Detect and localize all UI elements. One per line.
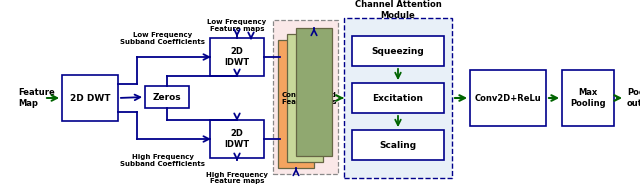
- Bar: [562, 70, 614, 126]
- Text: 2D
IDWT: 2D IDWT: [225, 47, 250, 67]
- Text: Feature
Map: Feature Map: [18, 88, 55, 108]
- Bar: [470, 70, 546, 126]
- Text: Excitation: Excitation: [372, 93, 424, 103]
- Bar: [344, 18, 452, 178]
- Text: Low Frequency
Subband Coefficients: Low Frequency Subband Coefficients: [120, 32, 205, 44]
- Bar: [352, 130, 444, 160]
- Text: 2D DWT: 2D DWT: [70, 93, 110, 103]
- Bar: [352, 36, 444, 66]
- Text: 2D
IDWT: 2D IDWT: [225, 129, 250, 149]
- Polygon shape: [296, 28, 332, 156]
- Text: High Frequency
Feature maps: High Frequency Feature maps: [206, 172, 268, 184]
- Bar: [210, 120, 264, 158]
- Text: Low Frequency
Feature maps: Low Frequency Feature maps: [207, 18, 267, 32]
- Text: Concatenated
Feature maps: Concatenated Feature maps: [282, 92, 337, 104]
- Polygon shape: [278, 40, 314, 168]
- Bar: [145, 86, 189, 108]
- Polygon shape: [287, 34, 323, 162]
- Text: Zeros: Zeros: [153, 93, 181, 102]
- Bar: [352, 83, 444, 113]
- Bar: [62, 75, 118, 121]
- Text: Scaling: Scaling: [380, 141, 417, 150]
- Text: Channel Attention
Module: Channel Attention Module: [355, 0, 442, 20]
- Text: Conv2D+ReLu: Conv2D+ReLu: [475, 93, 541, 103]
- Bar: [273, 20, 338, 174]
- Bar: [210, 38, 264, 76]
- Text: Squeezing: Squeezing: [372, 46, 424, 55]
- Text: Max
Pooling: Max Pooling: [570, 88, 606, 108]
- Text: Pooled
output: Pooled output: [627, 88, 640, 108]
- Text: High Frequency
Subband Coefficients: High Frequency Subband Coefficients: [120, 153, 205, 166]
